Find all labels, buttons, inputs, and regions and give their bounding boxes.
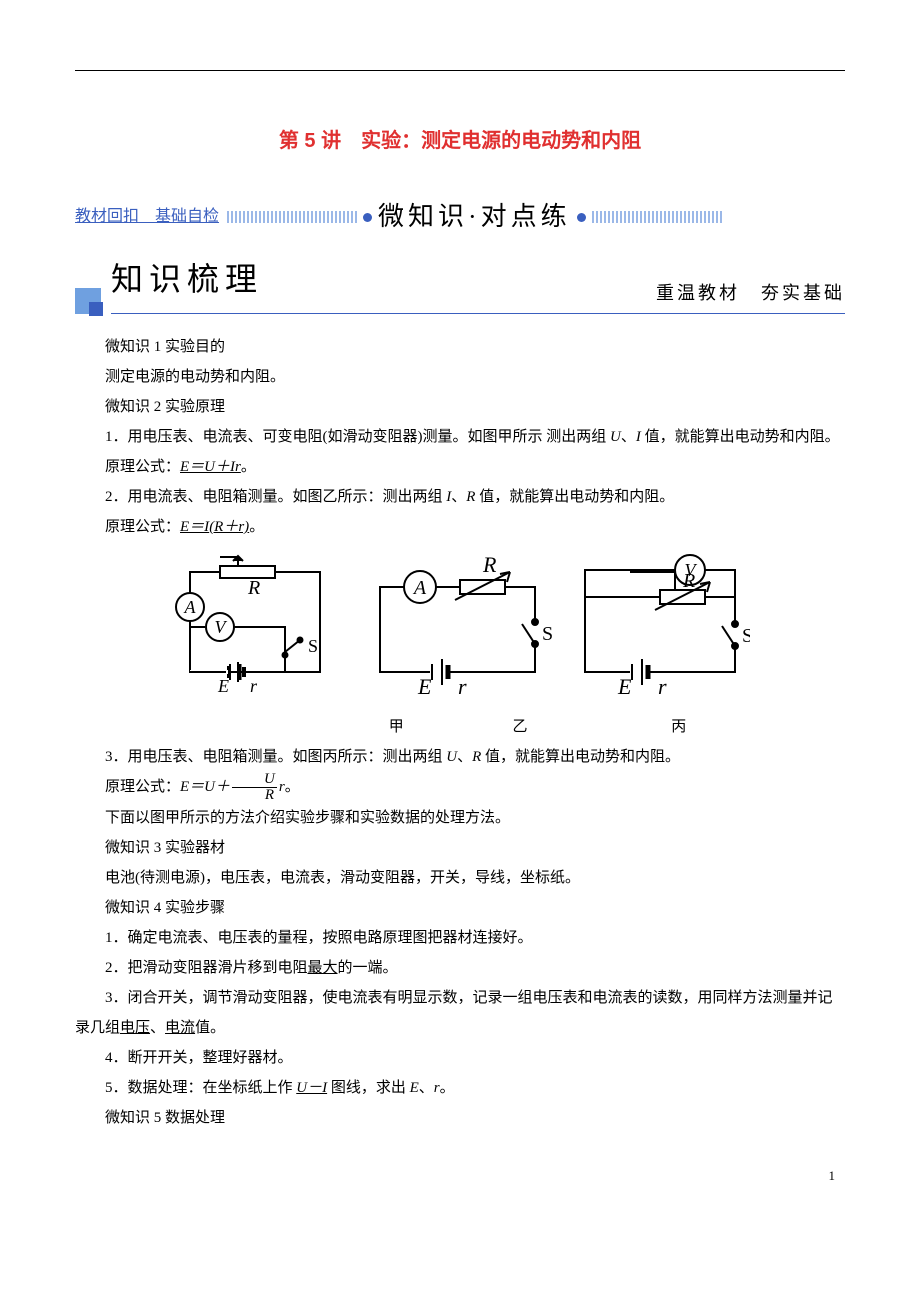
svg-text:R: R	[247, 577, 260, 599]
t: 、	[150, 1020, 165, 1036]
circuit-svg: A R V S E	[170, 552, 750, 707]
t: E＝U＋	[180, 779, 230, 795]
svg-text:S: S	[542, 623, 553, 645]
stripe-left	[227, 211, 357, 223]
num: U	[232, 772, 277, 788]
sec3-line: 电池(待测电源)，电压表，电流表，滑动变阻器，开关，导线，坐标纸。	[75, 863, 845, 893]
u: 电压	[120, 1020, 150, 1036]
sec2-p2: 原理公式：E＝U＋Ir。	[75, 452, 845, 482]
banner2-right: 重温教材 夯实基础	[656, 275, 845, 311]
sec2-p6: 原理公式：E＝U＋URr。	[75, 772, 845, 803]
svg-text:r: r	[458, 674, 467, 699]
den: R	[232, 788, 277, 803]
t: 。	[241, 459, 256, 475]
t: E＝I	[180, 519, 209, 535]
banner2-big: 知识梳理	[111, 247, 656, 311]
banner-knowledge-outline: 知识梳理 重温教材 夯实基础	[75, 247, 845, 314]
sec2-p4: 原理公式：E＝I(R＋r)。	[75, 512, 845, 542]
t: 2．用电流表、电阻箱测量。如图乙所示：测出两组	[105, 489, 446, 505]
formula-2: E＝I(R＋r)	[180, 519, 249, 535]
circuit-diagrams: A R V S E	[75, 552, 845, 707]
stripe-right	[592, 211, 722, 223]
t: 原理公式：	[105, 459, 180, 475]
t: 2．把滑动变阻器滑片移到电阻	[105, 960, 308, 976]
svg-text:A: A	[184, 597, 197, 617]
diagram-captions: 甲 乙 丙	[75, 712, 845, 742]
t: 的一端。	[338, 960, 398, 976]
t: 。	[249, 519, 264, 535]
t: 。	[285, 779, 300, 795]
formula-1: E＝U＋Ir	[180, 459, 241, 475]
t: 、	[419, 1080, 434, 1096]
banner1-left: 教材回扣 基础自检	[75, 201, 219, 233]
sec2-heading: 微知识 2 实验原理	[75, 392, 845, 422]
sec2-p3: 2．用电流表、电阻箱测量。如图乙所示：测出两组 I、R 值，就能算出电动势和内阻…	[75, 482, 845, 512]
banner1-center: 微知识·对点练	[378, 191, 571, 243]
t: 、	[451, 489, 466, 505]
t: 值，就能算出电动势和内阻。	[475, 489, 674, 505]
t: (R＋r)	[209, 519, 249, 535]
cap-a: 甲	[389, 712, 404, 742]
sec2-p5: 3．用电压表、电阻箱测量。如图丙所示：测出两组 U、R 值，就能算出电动势和内阻…	[75, 742, 845, 772]
lesson-title: 第 5 讲 实验：测定电源的电动势和内阻	[75, 121, 845, 161]
sym-U: U	[610, 429, 621, 445]
top-rule	[75, 70, 845, 71]
sec4-s1: 1．确定电流表、电压表的量程，按照电路原理图把器材连接好。	[75, 923, 845, 953]
sec1-heading: 微知识 1 实验目的	[75, 332, 845, 362]
t: 5．数据处理：在坐标纸上作	[105, 1080, 296, 1096]
t: 3．用电压表、电阻箱测量。如图丙所示：测出两组	[105, 749, 446, 765]
sec4-s3: 3．闭合开关，调节滑动变阻器，使电流表有明显示数，记录一组电压表和电流表的读数，…	[75, 983, 845, 1043]
page-number: 1	[75, 1163, 845, 1189]
t: 原理公式：	[105, 519, 180, 535]
t: 值，就能算出电动势和内阻。	[481, 749, 680, 765]
fraction-UR: UR	[232, 772, 277, 803]
dot-icon	[363, 213, 372, 222]
u: 电流	[165, 1020, 195, 1036]
sec4-heading: 微知识 4 实验步骤	[75, 893, 845, 923]
sec4-s2: 2．把滑动变阻器滑片移到电阻最大的一端。	[75, 953, 845, 983]
svg-text:E: E	[217, 676, 229, 696]
t: 原理公式：	[105, 779, 180, 795]
sec3-heading: 微知识 3 实验器材	[75, 833, 845, 863]
banner-micro-knowledge: 教材回扣 基础自检 微知识·对点练	[75, 191, 845, 243]
sec2-p7: 下面以图甲所示的方法介绍实验步骤和实验数据的处理方法。	[75, 803, 845, 833]
svg-text:r: r	[658, 674, 667, 699]
sec4-s4: 4．断开开关，整理好器材。	[75, 1043, 845, 1073]
svg-text:r: r	[250, 676, 258, 696]
cap-b: 乙	[512, 712, 527, 742]
svg-text:A: A	[412, 577, 427, 599]
svg-text:E: E	[617, 674, 632, 699]
sec2-p1: 1．用电压表、电流表、可变电阻(如滑动变阻器)测量。如图甲所示 测出两组 U、I…	[75, 422, 845, 452]
svg-text:E: E	[417, 674, 432, 699]
sym-U: U	[446, 749, 457, 765]
t: 图线，求出	[327, 1080, 410, 1096]
t: 、	[621, 429, 636, 445]
u: U－I	[296, 1080, 327, 1096]
sec5-heading: 微知识 5 数据处理	[75, 1103, 845, 1133]
t: 值，就能算出电动势和内阻。	[641, 429, 840, 445]
dot-icon	[577, 213, 586, 222]
svg-text:S: S	[742, 625, 750, 647]
cap-c: 丙	[671, 712, 686, 742]
svg-text:S: S	[308, 636, 318, 656]
sym-E: E	[410, 1080, 419, 1096]
t: 。	[440, 1080, 455, 1096]
banner2-underline: 知识梳理 重温教材 夯实基础	[111, 247, 845, 314]
sec1-line1: 测定电源的电动势和内阻。	[75, 362, 845, 392]
sym-R: R	[472, 749, 481, 765]
t: 值。	[195, 1020, 225, 1036]
u: 最大	[308, 960, 338, 976]
svg-text:R: R	[682, 570, 695, 592]
t: 、	[457, 749, 472, 765]
sec4-s5: 5．数据处理：在坐标纸上作 U－I 图线，求出 E、r。	[75, 1073, 845, 1103]
t: 1．用电压表、电流表、可变电阻(如滑动变阻器)测量。如图甲所示 测出两组	[105, 429, 610, 445]
square-icon	[75, 288, 101, 314]
svg-text:R: R	[482, 552, 497, 577]
